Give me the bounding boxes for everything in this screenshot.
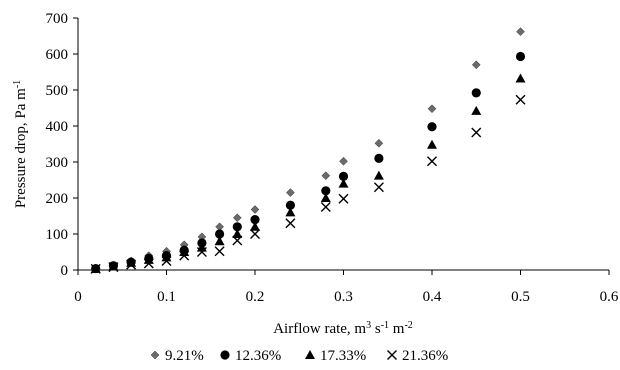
- x-axis-title: Airflow rate, m3 s-1 m-2: [273, 320, 413, 338]
- series-1: [91, 27, 525, 273]
- legend: 9.21% 12.36% 17.33% 21.36%: [150, 348, 448, 364]
- data-point: [250, 229, 260, 239]
- data-point: [374, 153, 384, 163]
- x-tick-label: 0: [74, 289, 82, 305]
- data-point: [427, 122, 437, 132]
- legend-marker: [305, 350, 315, 359]
- data-point: [232, 235, 243, 246]
- legend-marker: [220, 350, 230, 360]
- data-point: [214, 236, 225, 246]
- tick-labels: 0 100 200 300 400 500 600 700 0 0.1 0.2 0.3 0.4 0.5 0.…: [46, 11, 619, 305]
- legend-item: 12.36%: [220, 348, 281, 364]
- y-tick-label: 300: [46, 155, 69, 171]
- data-point: [427, 156, 437, 167]
- data-point: [108, 261, 119, 271]
- data-point: [427, 139, 437, 149]
- legend-marker: [387, 350, 397, 360]
- data-point: [214, 246, 225, 257]
- data-point: [232, 229, 243, 238]
- y-tick-label: 0: [61, 263, 69, 279]
- x-tick-label: 0.2: [246, 289, 265, 305]
- legend-label: 17.33%: [320, 348, 366, 364]
- y-axis-title: Pressure drop, Pa m-1: [12, 80, 30, 208]
- y-tick-label: 100: [46, 227, 69, 243]
- y-tick-label: 200: [46, 191, 69, 207]
- data-point: [232, 222, 242, 232]
- data-point: [161, 256, 172, 266]
- data-point: [338, 193, 349, 204]
- data-point: [179, 250, 190, 261]
- x-tick-label: 0.6: [600, 289, 619, 305]
- axes: [77, 18, 609, 271]
- data-point: [471, 88, 481, 98]
- data-point: [250, 221, 260, 231]
- data-point: [286, 188, 295, 197]
- data-point: [515, 94, 526, 105]
- legend-label: 9.21%: [165, 348, 204, 364]
- data-point: [471, 60, 481, 70]
- data-point: [143, 258, 154, 269]
- data-point: [90, 263, 101, 274]
- data-point: [320, 202, 331, 212]
- data-point: [373, 170, 384, 180]
- data-point: [250, 215, 260, 225]
- data-point: [374, 138, 384, 148]
- data-point: [196, 247, 207, 257]
- y-tick-label: 500: [46, 83, 69, 99]
- data-point: [471, 127, 482, 138]
- data-point: [232, 213, 242, 223]
- data-point: [215, 229, 225, 239]
- data-point: [427, 104, 437, 114]
- legend-item: 21.36%: [387, 348, 448, 364]
- x-tick-label: 0.3: [334, 289, 353, 305]
- legend-marker: [150, 350, 160, 360]
- x-tick-label: 0.4: [423, 289, 442, 305]
- data-point: [108, 262, 119, 273]
- data-point: [338, 178, 349, 188]
- data-point: [126, 259, 137, 270]
- data-point: [338, 171, 349, 181]
- data-point: [515, 73, 526, 83]
- data-point: [250, 205, 260, 214]
- data-point: [515, 51, 526, 62]
- data-point: [321, 186, 331, 196]
- y-tick-label: 600: [46, 47, 69, 63]
- data-point: [285, 207, 296, 217]
- series-2: [91, 51, 526, 274]
- data-points: [90, 27, 526, 274]
- data-point: [285, 200, 295, 210]
- legend-item: 17.33%: [305, 348, 366, 364]
- x-tick-label: 0.5: [511, 289, 530, 305]
- data-point: [320, 193, 331, 202]
- x-tick-label: 0.1: [157, 289, 176, 305]
- data-point: [516, 27, 525, 37]
- series-3: [90, 73, 526, 273]
- y-tick-label: 400: [46, 119, 69, 135]
- series-4: [90, 94, 526, 274]
- legend-label: 21.36%: [402, 348, 448, 364]
- data-point: [285, 218, 296, 229]
- data-point: [126, 257, 137, 267]
- data-point: [339, 156, 348, 166]
- ticks: [73, 17, 610, 275]
- data-point: [321, 171, 331, 181]
- data-point: [373, 182, 384, 193]
- legend-item: 9.21%: [150, 348, 204, 364]
- data-point: [471, 105, 482, 115]
- y-tick-label: 700: [46, 11, 69, 27]
- legend-label: 12.36%: [235, 348, 281, 364]
